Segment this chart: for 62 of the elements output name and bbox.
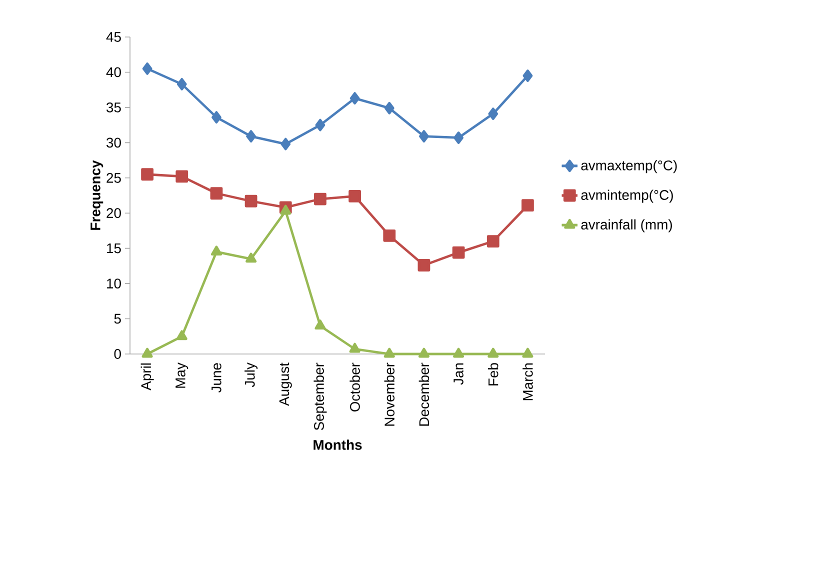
point <box>488 348 499 358</box>
y-axis-title: Frequency <box>90 160 104 230</box>
point <box>418 259 430 272</box>
point <box>383 229 396 242</box>
y-tick-label: 35 <box>106 102 121 112</box>
x-tick-label: June <box>212 363 222 393</box>
point <box>384 102 394 114</box>
point <box>314 192 326 206</box>
x-axis-title: Months <box>314 440 362 450</box>
x-tick-label: Feb <box>488 363 498 386</box>
point <box>419 130 429 143</box>
legend-label: avmaxtemp(°C) <box>581 160 677 174</box>
legend-label: avrainfall (mm) <box>581 219 672 232</box>
point <box>350 92 360 104</box>
point <box>522 348 534 358</box>
point <box>280 138 291 150</box>
point <box>176 78 187 90</box>
point <box>384 348 395 358</box>
point <box>452 246 465 259</box>
point <box>349 342 360 353</box>
x-tick-label: July <box>244 362 258 388</box>
y-tick-label: 30 <box>106 138 121 148</box>
y-tick-label: 10 <box>107 278 121 288</box>
point <box>522 70 533 82</box>
point <box>454 132 464 144</box>
point <box>486 235 500 248</box>
point <box>522 199 534 212</box>
point <box>176 170 188 183</box>
x-tick-label: August <box>279 362 292 406</box>
point <box>488 108 498 120</box>
x-tick-label: October <box>350 362 360 412</box>
x-tick-label: April <box>140 363 154 390</box>
point <box>210 246 222 256</box>
point <box>246 130 256 143</box>
y-tick-label: 5 <box>114 314 121 324</box>
point <box>315 118 326 132</box>
x-tick-label: Jan <box>454 363 464 385</box>
y-tick-label: 45 <box>106 32 121 42</box>
legend-label: avmintemp(°C) <box>581 190 673 203</box>
x-tick-label: March <box>522 363 533 400</box>
x-tick-label: December <box>418 362 430 426</box>
point <box>453 348 464 358</box>
point <box>212 111 222 124</box>
x-tick-label: May <box>176 362 188 388</box>
point <box>142 62 152 75</box>
x-tick-label: September <box>314 362 327 430</box>
point <box>418 348 430 358</box>
y-tick-label: 40 <box>106 67 121 78</box>
y-tick-label: 0 <box>114 349 121 359</box>
x-tick-label: November <box>384 362 395 426</box>
point <box>348 190 361 202</box>
point <box>280 204 292 215</box>
point <box>141 168 154 181</box>
y-tick-label: 15 <box>107 243 121 254</box>
point <box>246 252 257 263</box>
y-tick-label: 20 <box>106 208 121 218</box>
point <box>176 330 188 340</box>
point <box>210 187 223 200</box>
point <box>314 320 326 330</box>
point <box>244 194 258 208</box>
point <box>142 348 153 358</box>
y-tick-label: 25 <box>106 172 121 183</box>
